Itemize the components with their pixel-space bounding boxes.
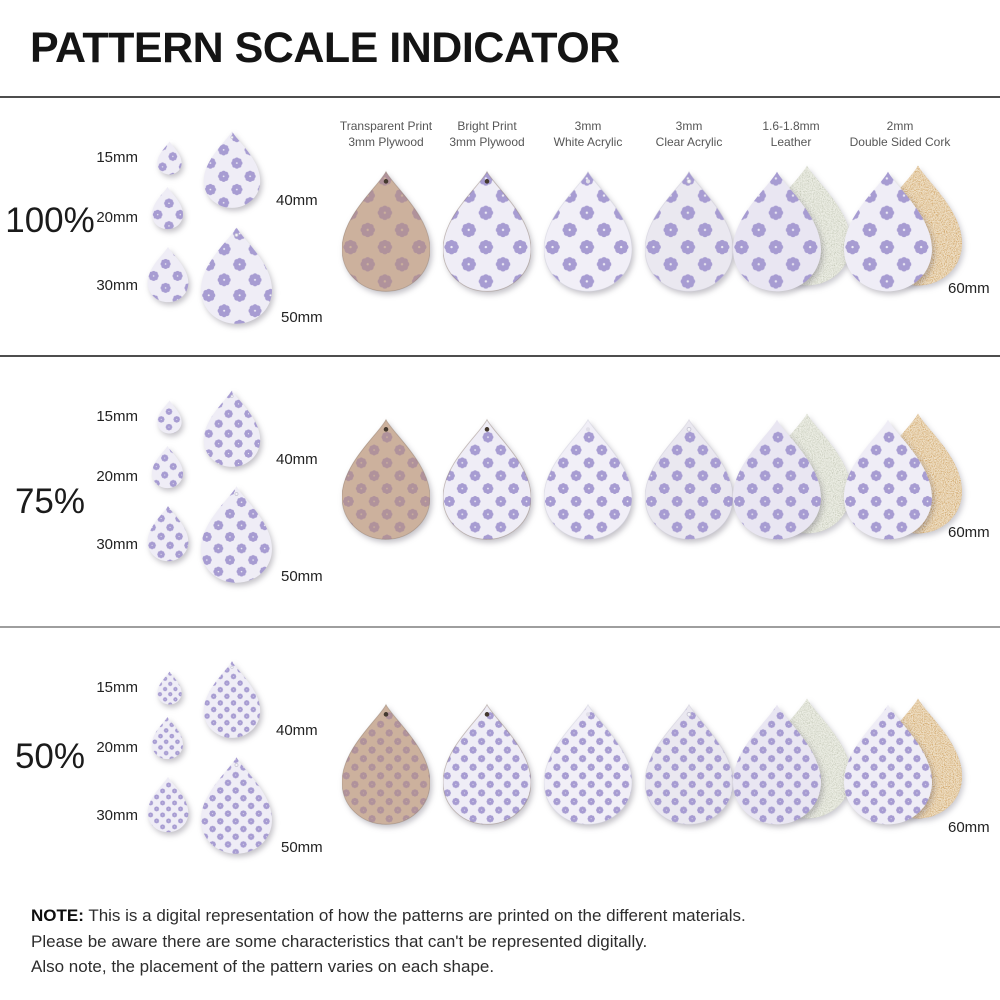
teardrop-30mm-50 (147, 776, 189, 833)
material-header-line: White Acrylic (553, 134, 623, 149)
teardrop-transparent-print-plywood-75 (342, 418, 430, 540)
size-label-60mm: 60mm (948, 819, 990, 836)
size-label-15mm: 15mm (96, 408, 138, 425)
teardrop-white-acrylic-50 (544, 703, 632, 825)
teardrop-leather-100 (733, 171, 821, 292)
size-label-30mm: 30mm (96, 807, 138, 824)
material-header-line: 2mm (886, 119, 914, 133)
note-text-1: This is a digital representation of how … (88, 906, 746, 925)
teardrop-bright-print-plywood-75 (443, 418, 531, 540)
material-header-line: 3mm (675, 119, 703, 133)
teardrop-clear-acrylic-100 (645, 170, 733, 292)
size-label-30mm: 30mm (96, 536, 138, 553)
teardrop-50mm-50 (201, 757, 272, 854)
teardrop-20mm-50 (152, 716, 183, 760)
material-header-line: 3mm Plywood (348, 134, 424, 149)
divider-middle (0, 355, 1000, 357)
teardrop-20mm-75 (152, 445, 183, 489)
size-label-15mm: 15mm (96, 679, 138, 696)
teardrop-bright-print-plywood-100 (443, 170, 531, 292)
teardrop-clear-acrylic-50 (645, 703, 733, 825)
teardrop-white-acrylic-75 (544, 418, 632, 540)
size-label-50mm: 50mm (281, 309, 323, 326)
scale-label-50: 50% (14, 737, 86, 776)
note-text-2: Please be aware there are some character… (31, 931, 648, 951)
teardrop-cork-100 (844, 171, 932, 292)
teardrop-40mm-100 (203, 131, 261, 208)
teardrop-cork-75 (844, 419, 932, 540)
material-header-line: Clear Acrylic (655, 134, 723, 149)
teardrop-transparent-print-plywood-50 (342, 703, 430, 825)
size-label-20mm: 20mm (96, 209, 138, 226)
teardrop-15mm-50 (157, 671, 182, 705)
teardrop-15mm-75 (157, 400, 182, 434)
note-line-3: Also note, the placement of the pattern … (31, 954, 746, 980)
teardrop-50mm-75 (201, 486, 272, 583)
size-label-50mm: 50mm (281, 839, 323, 856)
teardrop-30mm-100 (147, 246, 189, 303)
teardrop-40mm-50 (203, 661, 261, 738)
size-label-60mm: 60mm (948, 524, 990, 541)
teardrop-15mm-100 (157, 141, 182, 175)
scale-label-100: 100% (5, 201, 95, 240)
material-header-line: Double Sided Cork (849, 134, 951, 149)
note-label: NOTE: (31, 906, 84, 925)
material-header-leather: 1.6-1.8mm Leather (729, 119, 853, 151)
teardrop-50mm-100 (201, 227, 272, 324)
material-header-clear-acrylic: 3mm Clear Acrylic (627, 119, 751, 151)
page-title: PATTERN SCALE INDICATOR (30, 24, 620, 72)
material-header-line: 3mm Plywood (449, 134, 525, 149)
teardrop-bright-print-plywood-50 (443, 703, 531, 825)
material-header-line: Transparent Print (339, 119, 433, 133)
material-header-line: 1.6-1.8mm (762, 119, 820, 133)
material-header-line: Leather (770, 134, 812, 149)
divider-top (0, 96, 1000, 98)
scale-row-100: 100% 15mm 20mm 30mm 40mm 50mm Transparent Prin… (0, 97, 1000, 356)
size-label-40mm: 40mm (276, 722, 318, 739)
teardrop-20mm-100 (152, 186, 183, 230)
scale-row-75: 75% 15mm 20mm 30mm 40mm 50mm 60mm (0, 356, 1000, 627)
teardrop-white-acrylic-100 (544, 170, 632, 292)
teardrop-30mm-75 (147, 505, 189, 562)
material-header-line: 3mm (574, 119, 602, 133)
size-label-20mm: 20mm (96, 468, 138, 485)
material-header-transparent-print-plywood: Transparent Print 3mm Plywood (324, 119, 448, 151)
material-header-double-sided-cork: 2mm Double Sided Cork (838, 119, 962, 151)
size-label-50mm: 50mm (281, 568, 323, 585)
size-label-15mm: 15mm (96, 149, 138, 166)
teardrop-leather-50 (733, 704, 821, 825)
material-header-white-acrylic: 3mm White Acrylic (526, 119, 650, 151)
size-label-20mm: 20mm (96, 739, 138, 756)
note: NOTE: This is a digital representation o… (31, 903, 746, 980)
material-header-bright-print-plywood: Bright Print 3mm Plywood (425, 119, 549, 151)
teardrop-leather-75 (733, 419, 821, 540)
material-header-line: Bright Print (457, 119, 517, 133)
note-line-1: NOTE: This is a digital representation o… (31, 903, 746, 929)
size-label-30mm: 30mm (96, 277, 138, 294)
size-label-60mm: 60mm (948, 280, 990, 297)
teardrop-transparent-print-plywood-100 (342, 170, 430, 292)
note-text-3: Also note, the placement of the pattern … (31, 957, 495, 976)
teardrop-40mm-75 (203, 390, 261, 467)
teardrop-cork-50 (844, 704, 932, 825)
note-line-2: Please be aware there are some character… (31, 929, 746, 955)
size-label-40mm: 40mm (276, 451, 318, 468)
size-label-40mm: 40mm (276, 192, 318, 209)
teardrop-clear-acrylic-75 (645, 418, 733, 540)
divider-bottom (0, 626, 1000, 628)
scale-row-50: 50% 15mm 20mm 30mm 40mm 50mm 60mm (0, 627, 1000, 900)
scale-label-75: 75% (14, 482, 86, 521)
